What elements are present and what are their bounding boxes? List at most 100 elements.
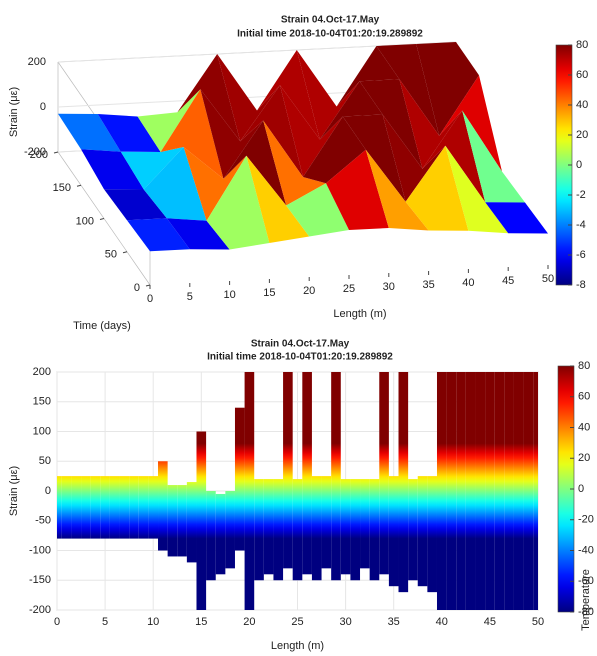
x-tick-label: 15 bbox=[263, 287, 275, 299]
colorbar-tick-label: 0 bbox=[576, 159, 582, 171]
z-tick-label: 200 bbox=[28, 56, 46, 68]
y-tick-label: 100 bbox=[76, 215, 94, 227]
surface-patch bbox=[326, 149, 389, 230]
x-tick-label: 40 bbox=[436, 616, 448, 628]
surface-patch bbox=[166, 218, 230, 250]
strain-band bbox=[244, 372, 255, 610]
strain-band bbox=[215, 493, 226, 575]
colorbar-tick-label: 80 bbox=[578, 360, 590, 372]
surface-patch bbox=[422, 110, 486, 203]
surface-patch bbox=[280, 85, 343, 177]
surface-patch bbox=[217, 54, 280, 142]
strain-band bbox=[398, 372, 409, 593]
surface-patch bbox=[376, 44, 440, 136]
surface-patch bbox=[127, 218, 190, 252]
x-tick-label: 30 bbox=[339, 616, 351, 628]
strain-band bbox=[427, 476, 437, 593]
strain-band bbox=[225, 491, 235, 569]
colorbar-tick-label: 20 bbox=[578, 452, 590, 464]
surface-patch bbox=[445, 145, 509, 234]
surface-patch bbox=[137, 89, 201, 152]
colorbar-tick-label: 40 bbox=[576, 99, 588, 111]
x-tick-label: 20 bbox=[303, 285, 315, 297]
strain-band bbox=[148, 476, 159, 539]
strain-band bbox=[71, 476, 82, 539]
x-tick-label: 25 bbox=[343, 283, 355, 295]
grid-line bbox=[57, 41, 457, 63]
x-tick-label: 5 bbox=[102, 616, 108, 628]
y-tick bbox=[122, 251, 128, 254]
strain-band bbox=[138, 476, 149, 539]
strain-band bbox=[100, 476, 110, 539]
strain-band bbox=[196, 431, 207, 610]
strain-band bbox=[167, 485, 178, 557]
strain-band bbox=[408, 479, 418, 581]
surface-patch bbox=[58, 113, 121, 152]
y-axis-label: Time (days) bbox=[73, 320, 131, 332]
y-tick-label: 150 bbox=[53, 182, 71, 194]
surface-patch bbox=[319, 81, 383, 140]
x-tick-label: 45 bbox=[484, 616, 496, 628]
strain-band bbox=[504, 372, 514, 610]
surface-patch bbox=[120, 147, 184, 190]
y-tick bbox=[76, 184, 82, 187]
surface-patch bbox=[246, 155, 310, 243]
y-tick-label: 50 bbox=[39, 455, 51, 467]
strain-band bbox=[61, 476, 72, 539]
strain-band bbox=[533, 372, 538, 610]
x-tick-label: 15 bbox=[195, 616, 207, 628]
surface-patch bbox=[143, 147, 207, 221]
colorbar-tick-label: -20 bbox=[578, 514, 594, 526]
strain-band bbox=[523, 372, 534, 610]
y-tick-label: 50 bbox=[105, 249, 117, 261]
x-tick-label: 50 bbox=[542, 273, 554, 285]
strain-band bbox=[81, 476, 91, 539]
colorbar-tick-label: 60 bbox=[578, 391, 590, 403]
strain-band bbox=[302, 372, 312, 575]
surface-patch bbox=[104, 189, 167, 221]
surface-patch bbox=[365, 149, 429, 231]
strain-band bbox=[475, 372, 486, 610]
colorbar-tick-label: 20 bbox=[576, 129, 588, 141]
strain-band bbox=[379, 372, 389, 575]
y-tick bbox=[53, 151, 59, 154]
colorbar-tick-label: -2 bbox=[576, 189, 586, 201]
colorbar-label: Temperature bbox=[580, 569, 592, 631]
strain-band bbox=[369, 479, 380, 581]
strain-band bbox=[311, 476, 322, 581]
strain-band bbox=[321, 476, 332, 569]
x-tick-label: 20 bbox=[243, 616, 255, 628]
surface-patch bbox=[200, 89, 264, 179]
z-tick-label: -200 bbox=[24, 146, 46, 158]
strain-band bbox=[273, 479, 284, 581]
strain-band bbox=[234, 407, 245, 551]
x-tick-label: 10 bbox=[223, 289, 235, 301]
y-axis-label: Strain (με) bbox=[8, 466, 20, 516]
surface-patch bbox=[263, 120, 326, 206]
surface-patch bbox=[177, 54, 241, 142]
surface-patch bbox=[286, 183, 349, 237]
x-tick-label: 0 bbox=[147, 293, 153, 305]
strain-band bbox=[90, 476, 101, 539]
colorbar-tick-label: -4 bbox=[576, 219, 586, 231]
strain-band bbox=[129, 476, 139, 539]
surface-patch bbox=[485, 202, 548, 234]
colorbar-tick-label: 60 bbox=[576, 69, 588, 81]
strain-band bbox=[388, 476, 399, 587]
surface-patch bbox=[399, 79, 463, 169]
z-tick-label: 0 bbox=[40, 101, 46, 113]
strain-band bbox=[465, 372, 476, 610]
strain-band bbox=[436, 372, 447, 610]
strain-band bbox=[331, 372, 341, 581]
x-tick-label: 25 bbox=[291, 616, 303, 628]
colorbar-tick-label: 80 bbox=[576, 39, 588, 51]
x-tick-label: 0 bbox=[54, 616, 60, 628]
colorbar-tick-label: -40 bbox=[578, 544, 594, 556]
x-tick-label: 35 bbox=[388, 616, 400, 628]
y-tick bbox=[145, 284, 151, 287]
surface-patch bbox=[405, 145, 469, 231]
x-tick-label: 35 bbox=[422, 279, 434, 291]
y-tick-label: -50 bbox=[35, 515, 51, 527]
surface-patch bbox=[97, 114, 161, 152]
